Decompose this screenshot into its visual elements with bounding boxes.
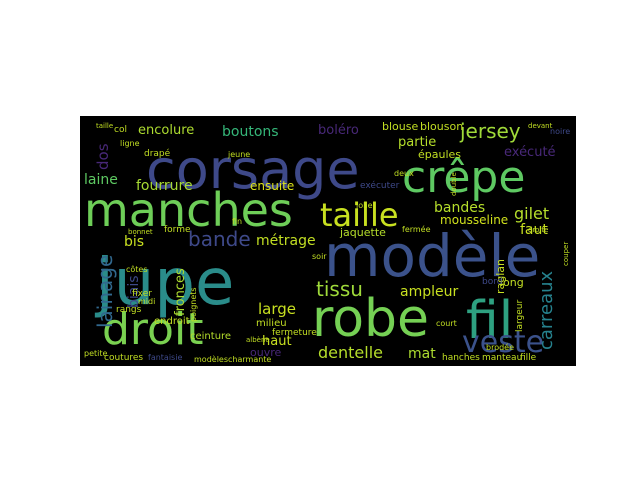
word-manteau: manteau — [482, 353, 522, 363]
word-ligne: ligne — [120, 139, 140, 148]
word-gilet: gilet — [514, 204, 549, 223]
word-forme: forme — [164, 225, 191, 235]
word-poignets: poignets — [189, 287, 198, 322]
word-fourrure: fourrure — [136, 178, 193, 194]
word-raglan: raglan — [494, 259, 507, 294]
word-largeur: largeur — [515, 299, 525, 332]
word-carreaux: carreaux — [536, 270, 557, 350]
word-jersey: jersey — [459, 119, 521, 143]
word-charmante: charmante — [228, 355, 271, 364]
word-bande: bande — [188, 227, 251, 251]
word-long: long — [500, 276, 524, 289]
word-lainage: lainage — [93, 255, 117, 328]
word-fantaisie: fantaisie — [148, 353, 182, 362]
word-drape: drapé — [144, 148, 171, 159]
word-dentelle: dentelle — [318, 343, 383, 362]
word-milieu: milieu — [256, 318, 287, 329]
word-manches: manches — [84, 183, 293, 237]
word-devant: devant — [528, 122, 553, 130]
word-tissu: tissu — [316, 277, 363, 301]
word-cloud: jupe corsage modèle manches robe crêpe f… — [80, 116, 576, 366]
word-corsage: corsage — [146, 138, 360, 201]
word-droite: droite — [528, 226, 548, 234]
word-fil: fil — [466, 291, 513, 351]
word-mousseline: mousseline — [440, 213, 508, 227]
word-fixer: fixer — [132, 289, 152, 299]
word-soir: soir — [312, 252, 327, 261]
word-midi: midi — [138, 297, 155, 306]
word-fronces: fronces — [173, 268, 188, 316]
word-fille: fille — [520, 353, 537, 363]
word-cotes: côtes — [126, 264, 148, 274]
word-blouson: blouson — [420, 120, 463, 133]
word-faut: faut — [520, 222, 548, 238]
word-execute: exécuté — [504, 145, 556, 160]
word-metrage: métrage — [256, 233, 316, 249]
word-double: double — [450, 172, 458, 196]
word-bord: bord — [482, 277, 502, 287]
word-jupe: jupe — [94, 246, 234, 320]
word-couper: couper — [562, 242, 570, 266]
word-haut: haut — [262, 334, 292, 349]
word-jaquette: jaquette — [339, 226, 386, 239]
word-robe: robe — [312, 289, 429, 349]
word-encolure: encolure — [138, 123, 194, 138]
word-cloud-canvas: jupe corsage modèle manches robe crêpe f… — [80, 116, 576, 366]
word-large: large — [258, 300, 296, 318]
word-petite: petite — [84, 349, 107, 358]
word-rangs: rangs — [116, 305, 142, 315]
word-brodee: brodée — [486, 342, 514, 352]
word-jeune: jeune — [227, 150, 250, 159]
word-fin: fin — [232, 217, 242, 226]
word-court: court — [436, 319, 457, 328]
word-albene: albène — [246, 336, 270, 344]
word-crepe: crêpe — [402, 152, 525, 203]
word-jolie: jolie — [355, 201, 373, 210]
word-ouvre: ouvre — [250, 346, 281, 359]
word-coutures: coutures — [104, 353, 143, 363]
word-veste: veste — [462, 325, 544, 360]
word-col: col — [114, 125, 127, 135]
word-laine: laine — [84, 172, 118, 188]
word-modele: modèle — [324, 222, 540, 290]
word-fermee: fermée — [402, 224, 431, 234]
word-deux: deux — [394, 169, 414, 178]
word-epaules: épaules — [418, 148, 461, 161]
word-dos: dos — [94, 143, 112, 170]
word-blouse: blouse — [382, 120, 418, 133]
word-bis: bis — [124, 234, 144, 250]
word-noire: noire — [550, 127, 570, 136]
word-ampleur: ampleur — [400, 284, 458, 300]
word-partie: partie — [398, 135, 436, 150]
word-hanches: hanches — [442, 353, 480, 363]
word-bolero: boléro — [318, 123, 359, 138]
word-bonnet: bonnet — [128, 228, 153, 236]
word-droit: droit — [102, 304, 203, 355]
word-modeles: modèles — [194, 354, 228, 364]
word-biais: biais — [126, 275, 142, 308]
word-taille-small: taille — [96, 122, 113, 130]
word-mat: mat — [408, 346, 436, 362]
word-fermeture: fermeture — [272, 328, 317, 338]
word-ceinture: ceinture — [190, 331, 231, 342]
word-boutons: boutons — [222, 124, 279, 140]
word-bandes: bandes — [434, 200, 485, 216]
word-taille: taille — [320, 196, 399, 234]
word-ensuite: ensuite — [250, 179, 294, 193]
word-endroit: endroit — [154, 316, 190, 327]
word-executer: exécuter — [360, 180, 400, 191]
